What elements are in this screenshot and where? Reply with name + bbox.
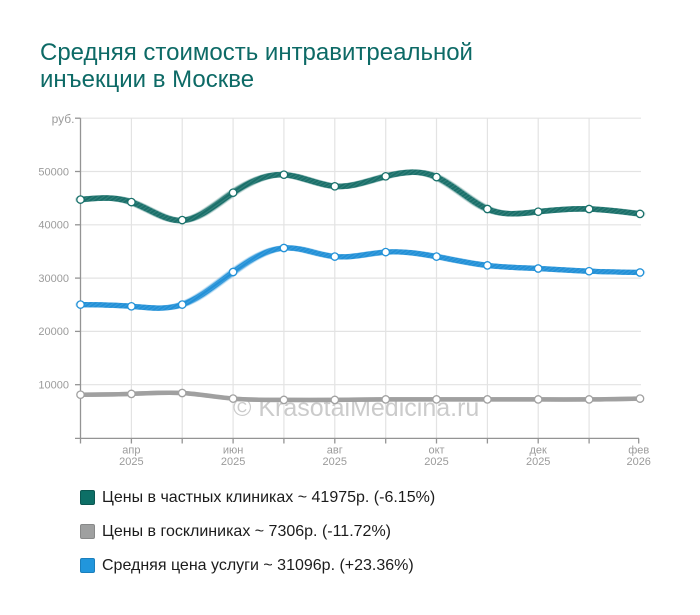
svg-text:30000: 30000 [38, 273, 69, 285]
svg-text:дек: дек [530, 445, 548, 457]
svg-text:апр: апр [122, 445, 140, 457]
svg-text:40000: 40000 [38, 220, 69, 232]
svg-text:окт: окт [428, 445, 444, 457]
svg-text:50000: 50000 [38, 166, 69, 178]
svg-text:фев: фев [628, 445, 649, 457]
svg-text:июн: июн [223, 445, 243, 457]
svg-text:2025: 2025 [424, 456, 448, 468]
svg-text:2025: 2025 [526, 456, 550, 468]
svg-text:2026: 2026 [626, 456, 650, 468]
svg-text:авг: авг [327, 445, 343, 457]
svg-text:10000: 10000 [38, 380, 69, 392]
svg-text:руб.: руб. [52, 112, 75, 126]
svg-text:20000: 20000 [38, 326, 69, 338]
svg-text:2025: 2025 [119, 456, 143, 468]
svg-text:2025: 2025 [221, 456, 245, 468]
svg-text:2025: 2025 [323, 456, 347, 468]
